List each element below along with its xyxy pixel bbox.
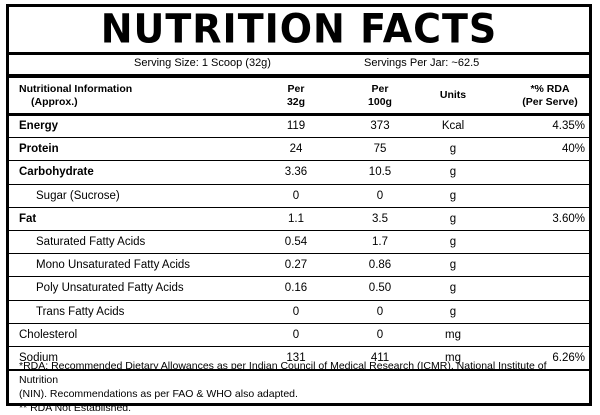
value-per100: 411 — [370, 351, 390, 364]
unit: g — [449, 166, 457, 179]
header-nutrient-line1: Nutritional Information — [19, 83, 133, 95]
servings-per-jar: Servings Per Jar: ~62.5 — [364, 57, 480, 69]
nutrient-name: Energy — [19, 120, 58, 132]
value-per100: 1.7 — [372, 235, 388, 248]
nutrient-name: Cholesterol — [19, 328, 78, 341]
unit: g — [449, 189, 457, 202]
header-nutrient-line2: (Approx.) — [31, 96, 78, 108]
nutrient-name: Saturated Fatty Acids — [36, 235, 146, 248]
unit: g — [449, 235, 457, 248]
unit: g — [449, 143, 457, 156]
unit: g — [449, 259, 457, 272]
header-per32-line2: 32g — [286, 96, 306, 108]
table-row: Protein 24 75 g 40% — [9, 138, 589, 162]
value-per32: 1.1 — [288, 212, 304, 225]
value-per100: 0 — [376, 305, 384, 318]
table-row: Saturated Fatty Acids 0.54 1.7 g — [9, 231, 589, 255]
serving-size: Serving Size: 1 Scoop (32g) — [134, 57, 271, 69]
header-rda-line2: (Per Serve) — [522, 96, 578, 108]
nutrient-name: Poly Unsaturated Fatty Acids — [36, 282, 184, 295]
value-per100: 75 — [373, 143, 387, 156]
nutrient-name: Mono Unsaturated Fatty Acids — [36, 259, 191, 272]
footnotes: *RDA: Recommended Dietary Allowances as … — [19, 359, 585, 415]
table-header: Nutritional Information (Approx.) Per 32… — [9, 79, 589, 115]
header-nutrient: Nutritional Information (Approx.) — [19, 83, 132, 109]
value-per32: 0.54 — [284, 235, 308, 248]
rda-value: 40% — [561, 143, 585, 156]
table-row: Trans Fatty Acids 0 0 g — [9, 301, 589, 324]
value-per32: 0.16 — [284, 282, 308, 295]
nutrient-rows: Energy 119 373 Kcal 4.35% Protein 24 75 … — [9, 115, 589, 372]
value-per100: 0 — [376, 328, 384, 341]
header-units: Units — [439, 89, 467, 101]
rda-value: 4.35% — [552, 120, 585, 132]
header-per100: Per 100g — [355, 83, 405, 109]
table-row: Cholesterol 0 0 mg — [9, 324, 589, 347]
header-per32-line1: Per — [287, 83, 305, 95]
footnote-rda-source: (NIN). Recommendations as per FAO & WHO … — [19, 388, 298, 400]
value-per100: 0.50 — [368, 282, 392, 295]
nutrient-name: Sugar (Sucrose) — [36, 189, 120, 202]
serving-divider — [9, 74, 589, 78]
value-per32: 0 — [292, 328, 300, 341]
table-row: Sugar (Sucrose) 0 0 g — [9, 185, 589, 208]
value-per32: 0 — [292, 189, 300, 202]
nutrient-name: Sodium — [19, 351, 58, 364]
unit: mg — [445, 328, 461, 341]
header-per32: Per 32g — [271, 83, 321, 109]
value-per100: 3.5 — [372, 212, 388, 225]
value-per32: 131 — [286, 351, 306, 364]
footnote-not-established: ** RDA Not Established. — [19, 402, 132, 414]
value-per100: 0.86 — [368, 259, 392, 272]
header-rda-line1: *% RDA — [530, 83, 570, 95]
unit: g — [449, 282, 457, 295]
title-divider — [9, 52, 589, 55]
value-per32: 3.36 — [284, 166, 308, 179]
unit: Kcal — [441, 120, 465, 132]
value-per100: 373 — [370, 120, 390, 132]
value-per100: 0 — [376, 189, 384, 202]
nutrition-facts-panel: NUTRITION FACTS Serving Size: 1 Scoop (3… — [6, 4, 592, 414]
table-row: Mono Unsaturated Fatty Acids 0.27 0.86 g — [9, 254, 589, 278]
rda-value: 6.26% — [552, 351, 585, 364]
value-per32: 119 — [286, 120, 306, 132]
header-per100-line1: Per — [371, 83, 389, 95]
panel-title: NUTRITION FACTS — [100, 5, 498, 53]
unit: mg — [445, 351, 461, 364]
footnote-rda-definition: *RDA: Recommended Dietary Allowances as … — [19, 360, 547, 386]
unit: g — [449, 305, 457, 318]
nutrient-name: Trans Fatty Acids — [36, 305, 125, 318]
table-row: Energy 119 373 Kcal 4.35% — [9, 115, 589, 139]
table-row: Sodium 131 411 mg 6.26% — [9, 347, 589, 372]
value-per32: 0.27 — [284, 259, 308, 272]
table-row: Fat 1.1 3.5 g 3.60% — [9, 208, 589, 231]
table-row: Poly Unsaturated Fatty Acids 0.16 0.50 g — [9, 277, 589, 301]
value-per32: 0 — [292, 305, 300, 318]
nutrient-name: Fat — [19, 212, 37, 225]
value-per100: 10.5 — [368, 166, 392, 179]
nutrient-name: Protein — [19, 143, 59, 156]
serving-info: Serving Size: 1 Scoop (32g) Servings Per… — [9, 55, 589, 71]
value-per32: 24 — [289, 143, 303, 156]
table-row: Carbohydrate 3.36 10.5 g — [9, 161, 589, 185]
unit: g — [449, 212, 457, 225]
header-divider — [9, 113, 589, 116]
header-per100-line2: 100g — [368, 96, 392, 108]
header-rda: *% RDA (Per Serve) — [515, 83, 585, 109]
rda-value: 3.60% — [552, 212, 585, 225]
nutrient-name: Carbohydrate — [19, 166, 94, 179]
